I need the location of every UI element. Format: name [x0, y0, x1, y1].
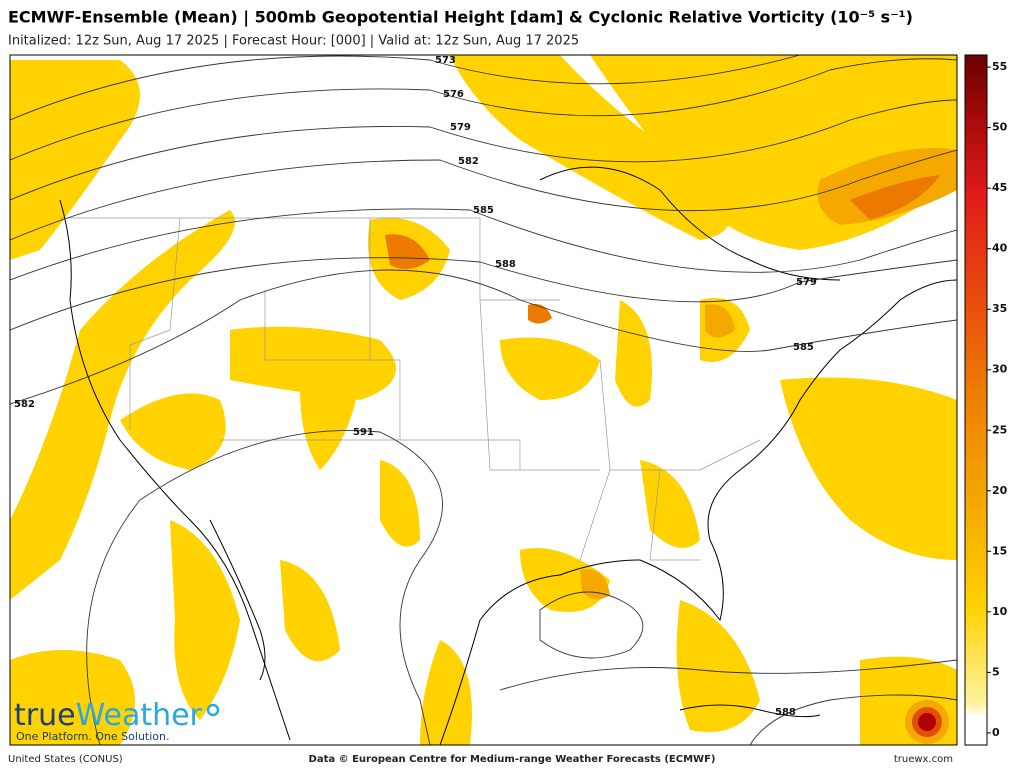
- contour-label: 579: [450, 122, 471, 133]
- colorbar-tick-label: 45: [992, 181, 1007, 194]
- colorbar-tick-label: 20: [992, 484, 1008, 497]
- map-frame: [9, 54, 958, 746]
- colorbar-tick-label: 55: [992, 60, 1007, 73]
- map: 573 576 579 582 585 588 579 585 582 591 …: [10, 55, 957, 745]
- logo-dot: [206, 703, 220, 717]
- contour-label: 591: [353, 427, 374, 438]
- colorbar-tick-label: 15: [992, 544, 1007, 557]
- contour-label: 579: [796, 277, 817, 288]
- contour-label: 585: [473, 205, 494, 216]
- colorbar: 0 5 10 15 20 25 30 35 40 45 50 55: [964, 54, 1008, 746]
- colorbar-tick-label: 25: [992, 423, 1007, 436]
- footer-credit: Data © European Centre for Medium-range …: [309, 754, 716, 765]
- subtitle: Initalized: 12z Sun, Aug 17 2025 | Forec…: [8, 34, 579, 49]
- title: ECMWF-Ensemble (Mean) | 500mb Geopotenti…: [8, 8, 913, 28]
- colorbar-tick-label: 0: [992, 726, 1000, 739]
- contour-label: 573: [435, 55, 456, 66]
- state-borders: [60, 217, 761, 561]
- contour-label: 588: [495, 259, 516, 270]
- contour-label: 588: [775, 707, 796, 718]
- logo-true: true: [14, 698, 76, 733]
- height-contours: [10, 55, 957, 745]
- colorbar-tick-label: 50: [992, 121, 1008, 134]
- colorbar-tick-label: 30: [992, 363, 1008, 376]
- footer-region: United States (CONUS): [8, 754, 123, 765]
- contour-label: 576: [443, 89, 464, 100]
- colorbar-tick-label: 40: [992, 242, 1008, 255]
- coastlines: [59, 166, 957, 745]
- footer-site: truewx.com: [894, 754, 953, 765]
- contour-labels: 573 576 579 582 585 588 579 585 582 591 …: [14, 55, 817, 718]
- logo-weather: Weather: [76, 698, 203, 733]
- contour-label: 585: [793, 342, 814, 353]
- contour-label: 582: [458, 156, 479, 167]
- logo: trueWeather One Platform. One Solution.: [14, 698, 220, 743]
- logo-wordmark: trueWeather: [14, 698, 203, 733]
- vorticity-shading: [10, 55, 957, 745]
- colorbar-tick-label: 5: [992, 665, 1000, 678]
- logo-tagline: One Platform. One Solution.: [16, 730, 169, 743]
- contour-label: 582: [14, 399, 35, 410]
- colorbar-tick-label: 35: [992, 302, 1007, 315]
- colorbar-tick-label: 10: [992, 605, 1008, 618]
- colorbar-scale: [964, 54, 988, 746]
